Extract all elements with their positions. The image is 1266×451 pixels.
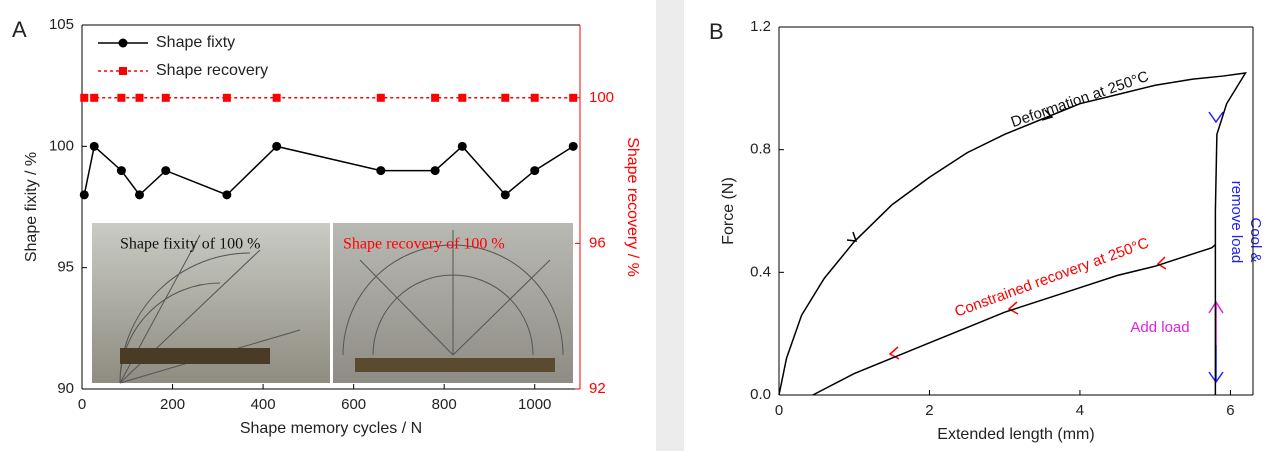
sample-strip [355,358,555,372]
y2-tick-label: 92 [589,380,606,397]
point [222,190,232,200]
annotation: remove load [1228,181,1245,264]
point [222,93,231,102]
x-tick-label: 2 [925,402,933,419]
point [376,166,386,176]
inset-photos [92,223,573,384]
x-tick-label: 0 [775,402,783,419]
annotation: Constrained recovery at 250°C [952,234,1151,320]
x-tick-label: 800 [432,396,457,413]
point [376,93,385,102]
point [530,93,539,102]
x-tick-label: 4 [1076,402,1084,419]
point [161,166,171,176]
y2-axis-label: Shape recovery / % [624,137,641,277]
x-tick-label: 600 [341,396,366,413]
y-axis-label: Force (N) [720,177,737,245]
arrow [888,346,900,360]
point [80,93,89,102]
annotation: Cool & [1247,217,1264,262]
arrow [1208,111,1224,124]
point [431,93,440,102]
panel-label: A [12,17,27,42]
y-tick-label: 90 [57,380,74,397]
point [134,190,144,200]
point [457,141,467,151]
panel-label: B [709,19,724,44]
point [430,166,440,176]
point [568,141,578,151]
x-tick-label: 1000 [518,396,551,413]
y2-tick-label: 100 [589,89,614,106]
inset-label: Shape recovery of 100 % [343,236,505,253]
arrow [846,231,858,242]
legend-label: Shape fixty [156,34,235,51]
y-tick-label: 0.0 [750,386,771,403]
y-tick-label: 105 [49,16,74,33]
annotation: Deformation at 250°C [1009,68,1151,131]
protractor [119,234,301,384]
point [79,190,89,200]
y-axis-label: Shape fixity / % [23,152,40,262]
curve-arrows [846,109,1224,384]
y2-tick-label: 96 [589,234,606,251]
point [272,141,282,151]
legend-label: Shape recovery [156,62,268,79]
x-tick-label: 0 [78,396,86,413]
point [89,141,99,151]
x-tick-label: 400 [251,396,276,413]
point [116,166,126,176]
point [530,166,540,176]
legend-marker [118,38,128,48]
point [500,190,510,200]
point [135,93,144,102]
y-tick-label: 1.2 [750,18,771,35]
x-tick-label: 200 [160,396,185,413]
point [501,93,510,102]
x-tick-label: 6 [1226,402,1234,419]
y-tick-label: 100 [49,137,74,154]
x-axis-label: Shape memory cycles / N [240,420,422,437]
series-line [778,72,1247,396]
y-tick-label: 0.4 [750,263,771,280]
panel-divider [656,0,684,451]
y-tick-label: 0.8 [750,141,771,158]
arrow [1041,109,1054,121]
sample-strip [120,348,270,364]
protractor [342,230,564,356]
point [458,93,467,102]
point [117,93,126,102]
x-axis-label: Extended length (mm) [937,426,1094,443]
y-tick-label: 95 [57,259,74,276]
inset-label: Shape fixity of 100 % [120,236,260,253]
legend-marker [119,67,127,75]
point [272,93,281,102]
point [569,93,578,102]
point [161,93,170,102]
series-line [812,244,1216,396]
annotation: Add load [1130,319,1189,336]
series-line [83,144,574,196]
arrow [1156,256,1167,270]
arrow [1007,301,1019,315]
point [90,93,99,102]
